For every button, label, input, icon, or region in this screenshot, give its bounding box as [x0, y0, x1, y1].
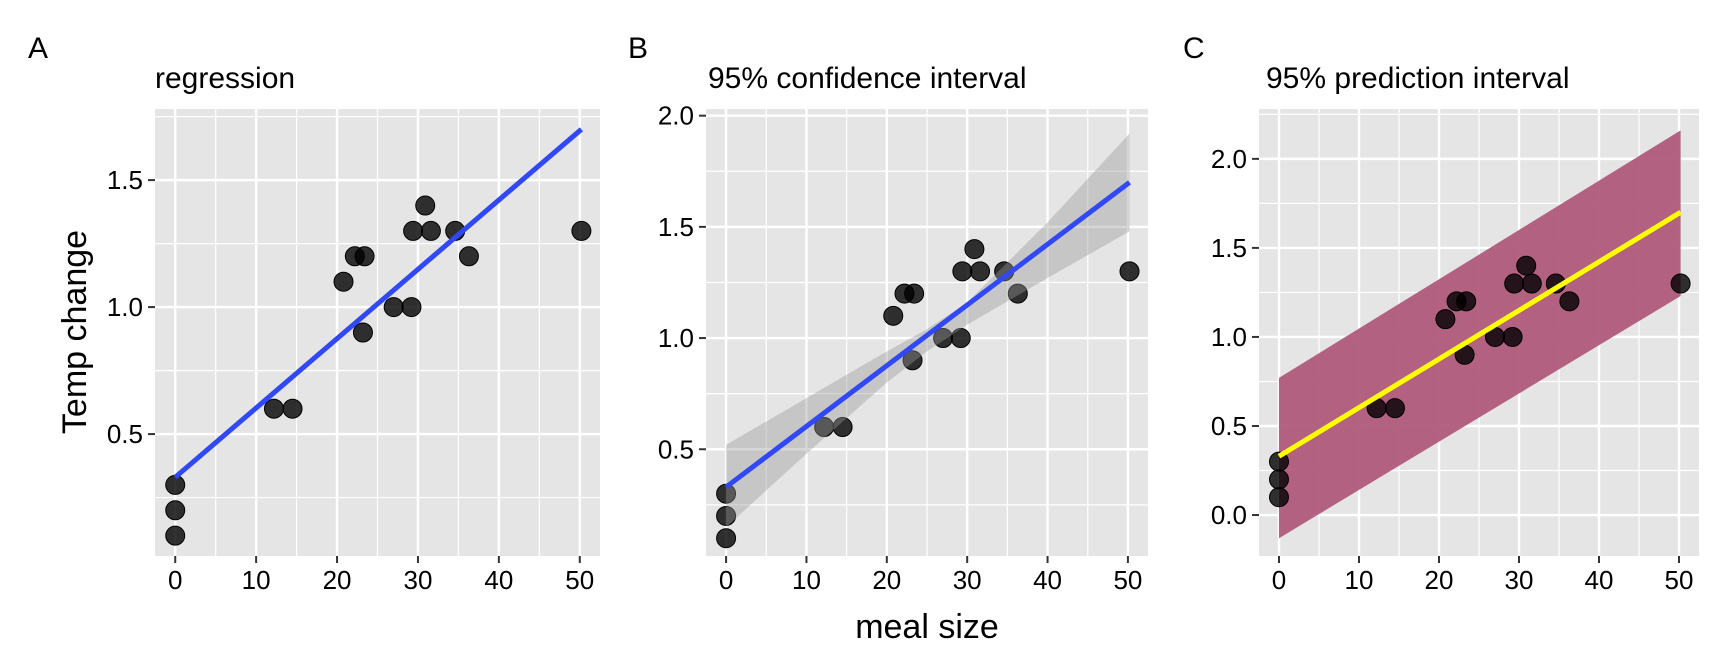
data-point	[420, 220, 441, 241]
x-tick-label: 0	[168, 565, 182, 595]
data-point	[571, 220, 592, 241]
x-tick-label: 20	[323, 565, 352, 595]
x-tick-label: 40	[1033, 565, 1062, 595]
data-point	[458, 246, 479, 267]
panel-title: 95% prediction interval	[1266, 62, 1570, 95]
y-tick-label: 1.5	[107, 165, 143, 195]
data-point	[165, 525, 186, 546]
data-point	[165, 474, 186, 495]
data-point	[904, 283, 925, 304]
data-point	[1269, 469, 1289, 490]
regression-line	[173, 127, 584, 480]
panel-label: B	[628, 32, 648, 65]
data-point	[716, 505, 737, 526]
data-point	[716, 528, 737, 549]
data-point	[333, 271, 354, 292]
panel-b: B 95% confidence interval 0 10 20 30 40 50 0.5 1.…	[628, 32, 1148, 595]
data-point	[964, 239, 985, 260]
data-point	[282, 398, 303, 419]
y-tick-label: 1.5	[1211, 233, 1247, 263]
data-point	[1516, 255, 1537, 276]
data-point	[263, 398, 284, 419]
data-point	[883, 305, 904, 326]
x-tick-label: 50	[1665, 565, 1694, 595]
regression-line	[724, 180, 1132, 490]
x-tick-label: 20	[1425, 565, 1454, 595]
data-point	[1456, 291, 1477, 312]
y-tick-label: 0.5	[107, 419, 143, 449]
y-tick-label: 2.0	[658, 101, 694, 131]
y-tick-label: 1.0	[107, 292, 143, 322]
data-point	[383, 297, 404, 318]
panel-title: regression	[155, 62, 295, 95]
data-point	[1435, 309, 1456, 330]
panel-c: C 95% prediction interval 0 10 20 30 40 50 0.0 0.…	[1183, 32, 1699, 595]
data-point	[902, 350, 923, 371]
data-point	[1559, 291, 1580, 312]
x-tick-label: 20	[872, 565, 901, 595]
data-point	[1385, 398, 1405, 419]
data-point	[165, 500, 186, 521]
x-tick-label: 10	[242, 565, 271, 595]
data-point	[1269, 451, 1289, 472]
x-tick-label: 10	[792, 565, 821, 595]
data-point	[1119, 261, 1140, 282]
panel-title: 95% confidence interval	[708, 62, 1027, 95]
y-axis-title: Temp change	[56, 230, 94, 434]
panel-label: C	[1183, 32, 1205, 65]
y-tick-label: 1.5	[658, 212, 694, 242]
y-tick-label: 0.0	[1211, 500, 1247, 530]
x-tick-label: 30	[1505, 565, 1534, 595]
data-point	[401, 297, 422, 318]
x-tick-label: 50	[565, 565, 594, 595]
data-point	[1269, 487, 1289, 508]
data-point	[1521, 273, 1542, 294]
panel-label: A	[28, 32, 48, 65]
data-point	[832, 417, 853, 438]
y-tick-label: 1.0	[658, 323, 694, 353]
y-tick-label: 0.5	[658, 434, 694, 464]
x-tick-label: 10	[1345, 565, 1374, 595]
y-tick-label: 2.0	[1211, 144, 1247, 174]
data-point	[1670, 273, 1691, 294]
confidence-band	[726, 133, 1130, 528]
x-tick-label: 0	[1272, 565, 1286, 595]
x-tick-label: 0	[719, 565, 733, 595]
x-tick-label: 40	[1585, 565, 1614, 595]
data-point	[415, 195, 436, 216]
y-tick-label: 0.5	[1211, 411, 1247, 441]
data-point	[354, 246, 375, 267]
data-point	[403, 220, 424, 241]
data-point	[1502, 326, 1523, 347]
x-tick-label: 50	[1113, 565, 1142, 595]
data-point	[950, 328, 971, 349]
data-point	[1007, 283, 1028, 304]
y-tick-label: 1.0	[1211, 322, 1247, 352]
data-point	[952, 261, 973, 282]
regression-line	[1277, 210, 1682, 459]
x-tick-label: 30	[953, 565, 982, 595]
x-axis-title: meal size	[855, 608, 999, 646]
x-tick-label: 30	[403, 565, 432, 595]
x-tick-label: 40	[484, 565, 513, 595]
data-point	[352, 322, 373, 343]
data-point	[1504, 273, 1525, 294]
data-point	[970, 261, 991, 282]
